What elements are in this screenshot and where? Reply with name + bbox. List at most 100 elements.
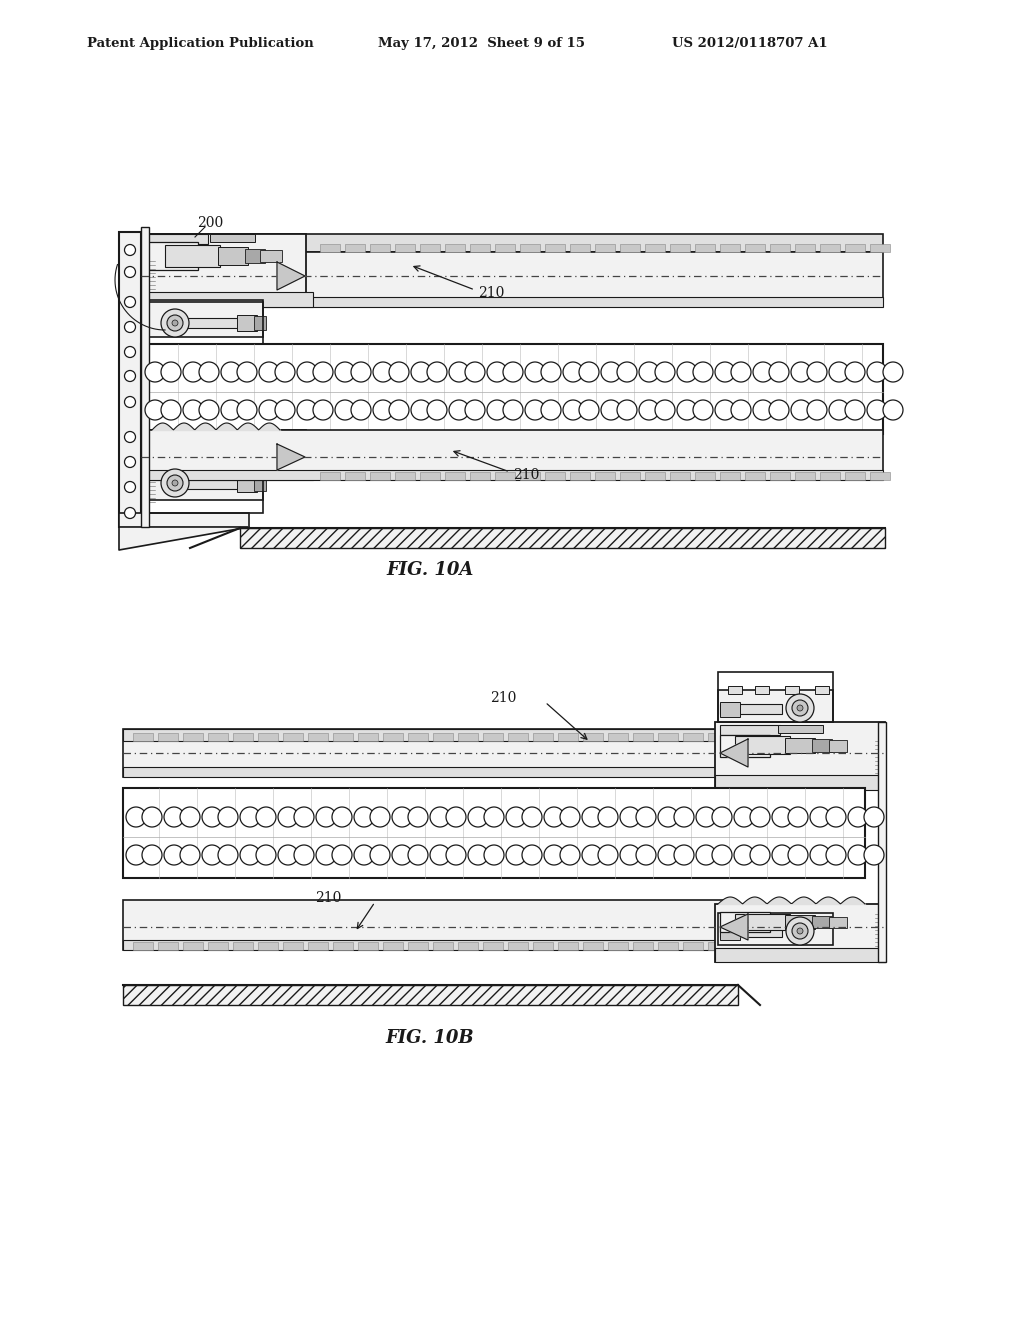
Circle shape — [525, 362, 545, 381]
Circle shape — [674, 845, 694, 865]
Circle shape — [172, 319, 178, 326]
Bar — [141, 470, 883, 480]
Bar — [785, 915, 815, 929]
Circle shape — [636, 845, 656, 865]
Bar — [218, 247, 248, 265]
Circle shape — [373, 362, 393, 381]
Circle shape — [354, 807, 374, 828]
Bar — [148, 234, 208, 244]
Bar — [245, 249, 265, 263]
Circle shape — [620, 807, 640, 828]
Circle shape — [617, 400, 637, 420]
Polygon shape — [720, 739, 748, 767]
Bar — [445, 244, 465, 252]
Bar — [829, 741, 847, 752]
Circle shape — [180, 807, 200, 828]
Circle shape — [541, 362, 561, 381]
Bar — [829, 917, 847, 928]
Circle shape — [560, 845, 580, 865]
Circle shape — [829, 400, 849, 420]
Bar — [595, 244, 615, 252]
Circle shape — [126, 845, 146, 865]
Text: May 17, 2012  Sheet 9 of 15: May 17, 2012 Sheet 9 of 15 — [378, 37, 585, 49]
Text: 210: 210 — [315, 891, 341, 906]
Bar — [370, 244, 390, 252]
Bar — [233, 942, 253, 950]
Bar — [658, 942, 678, 950]
Bar — [870, 473, 890, 480]
Circle shape — [544, 807, 564, 828]
Bar — [870, 244, 890, 252]
Circle shape — [750, 845, 770, 865]
Bar — [333, 733, 353, 741]
Circle shape — [731, 362, 751, 381]
Bar — [483, 942, 503, 950]
Circle shape — [544, 845, 564, 865]
Bar — [133, 942, 153, 950]
Circle shape — [639, 400, 659, 420]
Bar — [708, 942, 728, 950]
Circle shape — [199, 400, 219, 420]
Bar — [845, 244, 865, 252]
Bar — [319, 244, 340, 252]
Bar — [148, 300, 263, 350]
Bar — [778, 725, 823, 733]
Bar — [395, 244, 415, 252]
Bar — [208, 942, 228, 950]
Circle shape — [313, 362, 333, 381]
Circle shape — [772, 807, 792, 828]
Bar — [815, 686, 829, 694]
Bar — [185, 318, 240, 327]
Circle shape — [677, 400, 697, 420]
Circle shape — [867, 362, 887, 381]
Circle shape — [487, 362, 507, 381]
Circle shape — [734, 807, 754, 828]
Bar — [508, 942, 528, 950]
Circle shape — [126, 807, 146, 828]
Bar — [683, 733, 703, 741]
Bar — [620, 473, 640, 480]
Bar — [545, 244, 565, 252]
Circle shape — [125, 457, 135, 467]
Circle shape — [693, 400, 713, 420]
Bar — [141, 252, 883, 300]
Polygon shape — [278, 444, 305, 470]
Circle shape — [237, 400, 257, 420]
Bar — [358, 942, 378, 950]
Circle shape — [465, 362, 485, 381]
Bar — [720, 725, 780, 735]
Circle shape — [408, 807, 428, 828]
Bar — [408, 942, 428, 950]
Circle shape — [161, 469, 189, 498]
Bar — [508, 733, 528, 741]
Circle shape — [563, 400, 583, 420]
Bar — [283, 733, 303, 741]
Circle shape — [332, 807, 352, 828]
Bar — [258, 733, 278, 741]
Bar — [148, 302, 263, 337]
Text: US 2012/0118707 A1: US 2012/0118707 A1 — [672, 37, 827, 49]
Circle shape — [522, 845, 542, 865]
Bar — [820, 473, 840, 480]
Text: 210: 210 — [478, 286, 505, 300]
Bar — [119, 232, 141, 527]
Bar — [208, 733, 228, 741]
Circle shape — [797, 928, 803, 935]
Circle shape — [786, 694, 814, 722]
Bar — [720, 473, 740, 480]
Circle shape — [294, 845, 314, 865]
Circle shape — [579, 362, 599, 381]
Bar — [141, 430, 306, 480]
Circle shape — [256, 845, 276, 865]
Circle shape — [370, 845, 390, 865]
Bar — [720, 735, 770, 756]
Circle shape — [446, 845, 466, 865]
Bar — [185, 479, 240, 488]
Circle shape — [883, 362, 903, 381]
Circle shape — [484, 807, 504, 828]
Bar — [183, 942, 203, 950]
Bar — [483, 733, 503, 741]
Circle shape — [788, 845, 808, 865]
Bar — [141, 297, 883, 308]
Circle shape — [430, 807, 450, 828]
